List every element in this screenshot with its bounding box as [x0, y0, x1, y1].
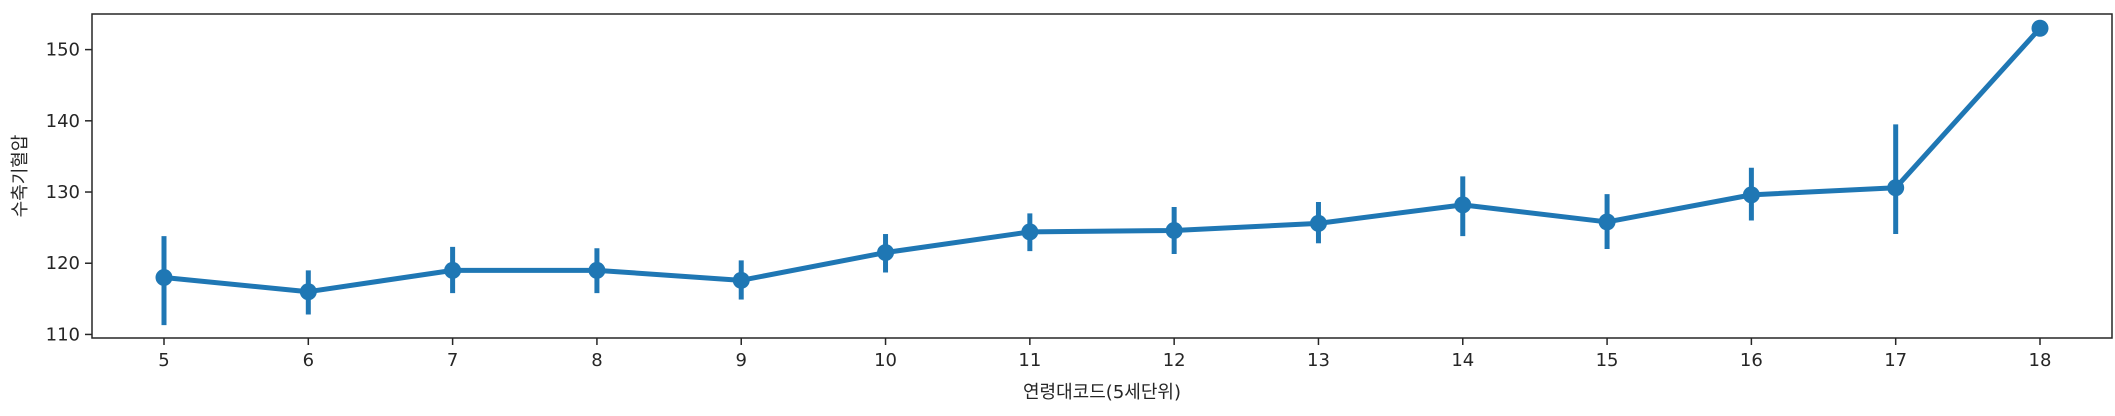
y-tick-label-4: 150 [46, 40, 80, 61]
x-tick-label-10: 15 [1596, 350, 1619, 371]
x-tick-label-13: 18 [2029, 350, 2052, 371]
x-tick-label-6: 11 [1018, 350, 1041, 371]
data-point-0 [155, 268, 173, 286]
data-point-6 [1021, 223, 1039, 241]
series-line [161, 25, 2043, 295]
data-point-2 [444, 261, 462, 279]
y-tick-label-1: 120 [46, 253, 80, 274]
data-point-1 [299, 283, 317, 301]
x-tick-label-7: 12 [1163, 350, 1186, 371]
data-point-12 [1887, 179, 1905, 197]
x-tick-label-2: 7 [447, 350, 458, 371]
y-tick-label-3: 140 [46, 111, 80, 132]
data-point-7 [1165, 221, 1183, 239]
data-points [155, 19, 2049, 301]
x-axis: 5 6 7 8 9 10 11 12 13 14 15 16 17 18 [158, 338, 2051, 371]
plot-background [92, 14, 2112, 338]
data-point-8 [1309, 214, 1327, 232]
y-axis: 110 120 130 140 150 [46, 40, 92, 345]
data-point-13 [2031, 19, 2049, 37]
data-point-9 [1454, 196, 1472, 214]
y-tick-label-2: 130 [46, 182, 80, 203]
data-point-4 [732, 271, 750, 289]
plot-frame [91, 13, 2113, 339]
data-point-5 [877, 244, 895, 262]
x-tick-label-0: 5 [158, 350, 169, 371]
x-tick-label-9: 14 [1451, 350, 1474, 371]
x-tick-label-3: 8 [591, 350, 602, 371]
x-axis-label: 연령대코드(5세단위) [1023, 382, 1181, 403]
x-tick-label-1: 6 [303, 350, 314, 371]
x-tick-label-4: 9 [736, 350, 747, 371]
data-point-3 [588, 261, 606, 279]
x-tick-label-5: 10 [874, 350, 897, 371]
data-point-11 [1742, 186, 1760, 204]
y-tick-label-0: 110 [46, 324, 80, 345]
data-point-10 [1598, 213, 1616, 231]
x-tick-label-12: 17 [1884, 350, 1907, 371]
x-tick-label-8: 13 [1307, 350, 1330, 371]
x-tick-label-11: 16 [1740, 350, 1763, 371]
y-axis-label: 수축기혈압 [10, 135, 31, 218]
